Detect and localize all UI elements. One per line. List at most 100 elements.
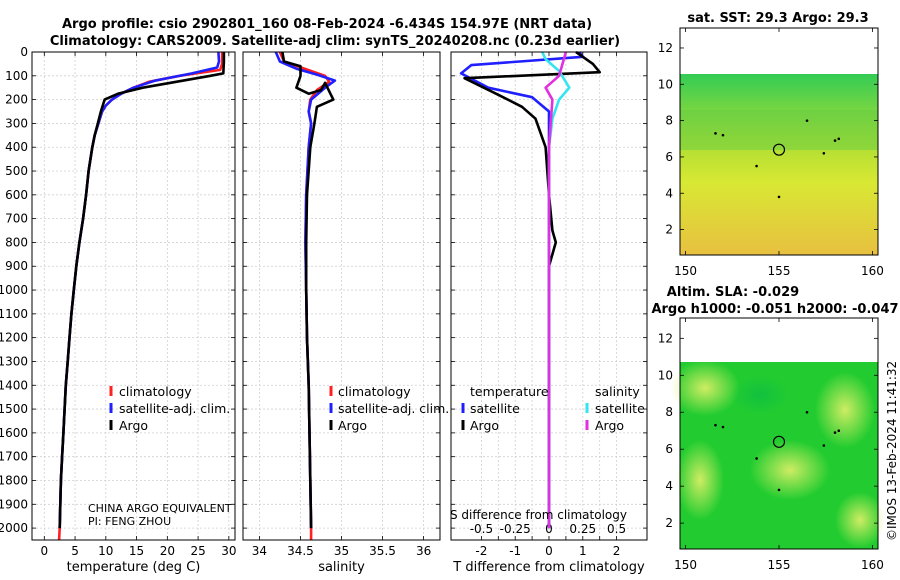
y-tick-label: 1900 — [0, 497, 28, 511]
map-y-tick-label: 2 — [665, 223, 673, 237]
x-tick-label: 30 — [221, 544, 236, 558]
island-marker — [714, 423, 717, 427]
x-tick-label: 0 — [545, 544, 553, 558]
sst-map-title: sat. SST: 29.3 Argo: 29.3 — [687, 11, 868, 26]
map-y-tick-label: 4 — [665, 479, 673, 493]
sla-map-high-2 — [815, 372, 875, 448]
y-tick-label: 0 — [20, 45, 28, 59]
island-marker — [805, 410, 809, 414]
island-marker — [721, 425, 725, 429]
series-line — [544, 51, 568, 529]
x-top-tick-label: 0 — [545, 522, 553, 536]
sal-legend-label-satellite: satellite-adj. clim. — [338, 401, 449, 416]
x-tick-label: 34.5 — [287, 544, 314, 558]
diff-legend-title-salinity: salinity — [595, 384, 640, 399]
x-axis-label: salinity — [318, 560, 365, 575]
map-x-tick-label: 150 — [674, 264, 697, 278]
y-tick-label: 400 — [5, 140, 28, 154]
map-y-tick-label: 8 — [665, 405, 673, 419]
sst-map-panel: 150 155 160 2 4 6 8 10 12 — [658, 27, 884, 278]
map-x-tick-label: 160 — [861, 558, 884, 572]
x-tick-label: 36 — [416, 544, 431, 558]
x-tick-label: 0 — [40, 544, 48, 558]
x-tick-label: 25 — [190, 544, 205, 558]
difference-legend: temperature salinity satellite Argo sate… — [461, 384, 645, 433]
sst-map-band — [680, 110, 878, 150]
sal-legend-label-argo: Argo — [338, 418, 367, 433]
island-marker — [837, 137, 841, 141]
legend-label-climatology: climatology — [119, 384, 192, 399]
x-tick-label: 35 — [334, 544, 349, 558]
legend-label-argo: Argo — [119, 418, 148, 433]
sst-map-field — [680, 74, 878, 255]
diff-legend-label-s-argo: Argo — [595, 418, 624, 433]
map-y-tick-label: 10 — [658, 368, 673, 382]
x-tick-label: 10 — [98, 544, 113, 558]
x-tick-label: 20 — [160, 544, 175, 558]
difference-panel: -2 -1 0 1 2 -0.5 -0.25 0 0.25 0.5 T difference fro… — [450, 50, 648, 575]
salinity-panel: 34 34.5 35 35.5 36 salinity — [242, 51, 441, 575]
island-marker — [755, 457, 758, 460]
sla-map-high-1 — [670, 360, 740, 416]
y-tick-label: 200 — [5, 93, 28, 107]
timestamp: ©IMOS 13-Feb-2024 11:41:32 — [885, 361, 899, 541]
pi-note-line2: PI: FENG ZHOU — [88, 515, 171, 528]
y-tick-label: 2000 — [0, 521, 28, 535]
y-tick-label: 600 — [5, 188, 28, 202]
y-tick-label: 700 — [5, 212, 28, 226]
y-tick-label: 1400 — [0, 378, 28, 392]
sla-map-title-line2: Argo h1000: -0.051 h2000: -0.047 — [651, 302, 898, 317]
map-y-tick-label: 6 — [665, 442, 673, 456]
island-marker — [833, 431, 837, 434]
y-tick-label: 300 — [5, 116, 28, 130]
x-top-tick-label: -0.25 — [500, 522, 531, 536]
x-tick-label: 1 — [579, 544, 587, 558]
argo-location-marker — [772, 435, 786, 448]
temperature-panel: 0100200300400500600700800900100011001200… — [0, 45, 236, 575]
island-marker — [777, 488, 781, 492]
y-tick-label: 1100 — [0, 307, 28, 321]
x-axis-label: temperature (deg C) — [67, 560, 201, 575]
y-tick-label: 800 — [5, 235, 28, 249]
x-tick-label: 2 — [613, 544, 621, 558]
island-marker — [822, 444, 826, 447]
y-tick-label: 1500 — [0, 402, 28, 416]
argo-location-marker — [772, 143, 786, 156]
map-y-tick-label: 10 — [658, 77, 673, 91]
map-y-tick-label: 6 — [665, 150, 673, 164]
temperature-legend: climatology satellite-adj. clim. Argo — [109, 384, 230, 433]
map-y-tick-label: 2 — [665, 516, 673, 530]
map-y-tick-label: 8 — [665, 114, 673, 128]
y-tick-label: 1300 — [0, 354, 28, 368]
x-axis-label: T difference from climatology — [452, 560, 645, 575]
plot-frame — [450, 51, 648, 541]
x-tick-label: 34 — [252, 544, 267, 558]
sla-map-high-5 — [835, 492, 885, 548]
sla-map-high-4 — [750, 440, 830, 500]
diff-legend-label-t-argo: Argo — [470, 418, 499, 433]
island-marker — [805, 119, 809, 122]
diff-legend-title-temperature: temperature — [470, 384, 549, 399]
figure-title-line2: Climatology: CARS2009. Satellite-adj cli… — [50, 34, 620, 49]
x-tick-label: -1 — [509, 544, 521, 558]
sla-map-high-3 — [676, 440, 724, 520]
island-marker — [822, 152, 826, 155]
legend-label-satellite: satellite-adj. clim. — [119, 401, 230, 416]
map-y-tick-label: 4 — [665, 186, 673, 200]
series-line — [463, 50, 602, 529]
map-x-tick-label: 160 — [861, 264, 884, 278]
sla-map-low-1 — [730, 375, 790, 415]
y-tick-label: 900 — [5, 259, 28, 273]
map-x-tick-label: 150 — [674, 558, 697, 572]
island-marker — [837, 429, 841, 433]
plot-frame — [242, 51, 441, 541]
pi-note-line1: CHINA ARGO EQUIVALENT — [88, 502, 232, 515]
y-tick-label: 1600 — [0, 426, 28, 440]
plot-frame — [31, 51, 236, 541]
map-x-tick-label: 155 — [768, 264, 791, 278]
sla-map-panel: 150 155 160 2 4 6 8 10 12 — [658, 317, 885, 572]
x-top-tick-label: -0.5 — [470, 522, 493, 536]
x-tick-label: 35.5 — [369, 544, 396, 558]
salinity-legend: climatology satellite-adj. clim. Argo — [329, 384, 449, 433]
